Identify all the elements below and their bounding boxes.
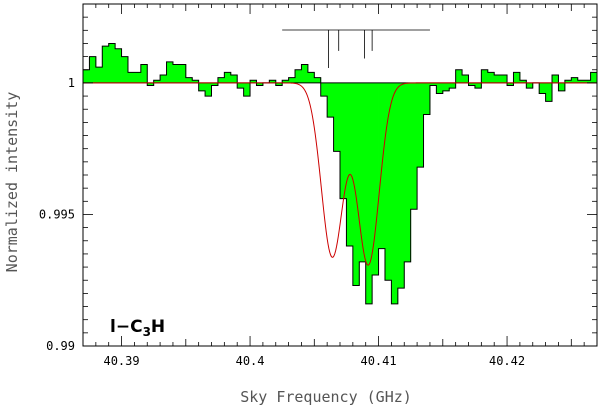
spectrum-bin <box>359 82 367 262</box>
spectrum-bin <box>95 67 103 83</box>
spectrum-bin <box>288 77 296 83</box>
species-label-prefix: l−C <box>110 317 143 337</box>
spectrum-bin <box>423 82 431 115</box>
spectrum-bin <box>442 82 450 91</box>
spectrum-bin <box>153 80 161 83</box>
spectrum-bin <box>494 75 502 83</box>
spectrum-bin <box>397 82 405 289</box>
spectrum-bin <box>564 80 572 83</box>
spectrum-bin <box>83 69 90 83</box>
spectrum-bin <box>372 82 379 275</box>
spectrum-bin <box>217 77 225 83</box>
spectrum-bin <box>147 82 155 86</box>
spectrum-bin <box>320 82 328 97</box>
spectrum-bin <box>224 72 232 83</box>
spectrum-bin <box>346 82 354 247</box>
spectrum-bin <box>108 43 116 83</box>
spectrum-bin <box>365 82 373 304</box>
spectrum-bin <box>256 82 264 86</box>
species-label-suffix: H <box>151 317 165 337</box>
spectrum-bin <box>519 80 527 83</box>
spectrum-bin <box>327 82 334 118</box>
spectrum-bin <box>462 75 469 83</box>
y-tick-label: 0.995 <box>39 207 75 221</box>
spectrum-bin <box>237 82 245 89</box>
spectrum-bin <box>282 80 289 83</box>
spectrum-bin <box>205 82 212 97</box>
spectrum-bin <box>275 82 283 86</box>
spectrum-bin <box>481 69 489 83</box>
spectrum-bin <box>513 72 521 83</box>
spectrum-bin <box>468 82 476 86</box>
spectrum-bin <box>352 82 360 286</box>
spectrum-bin <box>166 61 174 83</box>
spectrum-bin <box>552 75 559 83</box>
spectrum-bin <box>172 64 180 83</box>
spectrum-bin <box>115 48 122 83</box>
fit-curve <box>83 82 597 266</box>
spectrum-bin <box>140 64 148 83</box>
spectrum-bin <box>487 72 495 83</box>
spectrum-bin <box>89 56 97 83</box>
species-label: l−C3H <box>110 317 165 339</box>
spectrum-bin <box>340 82 347 199</box>
spectrum-bin <box>545 82 553 102</box>
y-tick-label: 1 <box>68 76 75 90</box>
axes-frame: 40.39 40.4 40.41 40.42 0.99 0.995 1 <box>39 3 598 368</box>
plot-area <box>83 29 597 305</box>
spectrum-bin <box>584 80 591 83</box>
spectrum-bin <box>558 82 566 91</box>
spectrum-bin <box>102 46 110 83</box>
spectrum-bin <box>384 82 392 281</box>
species-label-subscript: 3 <box>143 325 151 339</box>
y-tick-label: 0.99 <box>46 339 75 353</box>
x-tick-label: 40.41 <box>360 354 396 368</box>
spectrum-bin <box>391 82 399 304</box>
spectrum-bin <box>269 80 277 83</box>
spectrum-bin <box>539 82 546 94</box>
spectrum-bin <box>333 82 341 152</box>
x-tick-label: 40.39 <box>103 354 139 368</box>
spectrum-bin <box>185 77 193 83</box>
spectrum-bin <box>410 82 418 210</box>
spectrum-bin <box>474 82 482 89</box>
spectrum-bin <box>436 82 444 94</box>
spectrum-bin <box>500 75 508 83</box>
spectrum-bin <box>198 82 206 91</box>
spectrum-bin <box>160 75 167 83</box>
spectrum-bin <box>127 72 135 83</box>
x-tick-label: 40.4 <box>236 354 265 368</box>
spectrum-bin <box>417 82 424 168</box>
spectrum-bin <box>295 69 302 83</box>
spectrum-outline <box>83 42 597 305</box>
spectrum-bin <box>121 56 129 83</box>
spectrum-bin <box>429 82 437 86</box>
spectrum-bin <box>449 82 457 89</box>
x-axis-title: Sky Frequency (GHz) <box>240 388 412 406</box>
spectrum-bin <box>211 82 219 86</box>
spectrum-bin <box>301 64 309 83</box>
spectrum-bin <box>526 82 534 89</box>
spectrum-bin <box>314 77 322 83</box>
spectrum-bin <box>192 80 200 83</box>
spectrum-bin <box>590 72 597 83</box>
spectrum-bin <box>307 72 315 83</box>
spectrum-bin <box>243 82 251 97</box>
y-axis-title: Normalized intensity <box>3 92 21 273</box>
spectrum-bin <box>571 77 579 83</box>
spectrum-bin <box>507 82 514 86</box>
spectrum-bin <box>577 80 585 83</box>
spectrum-bin <box>404 82 412 262</box>
x-tick-label: 40.42 <box>489 354 525 368</box>
spectrum-bin <box>179 64 187 83</box>
spectrum-bin <box>455 69 463 83</box>
spectrum-bin <box>230 75 238 83</box>
spectrum-bin <box>250 80 257 83</box>
spectrum-bin <box>134 72 142 83</box>
